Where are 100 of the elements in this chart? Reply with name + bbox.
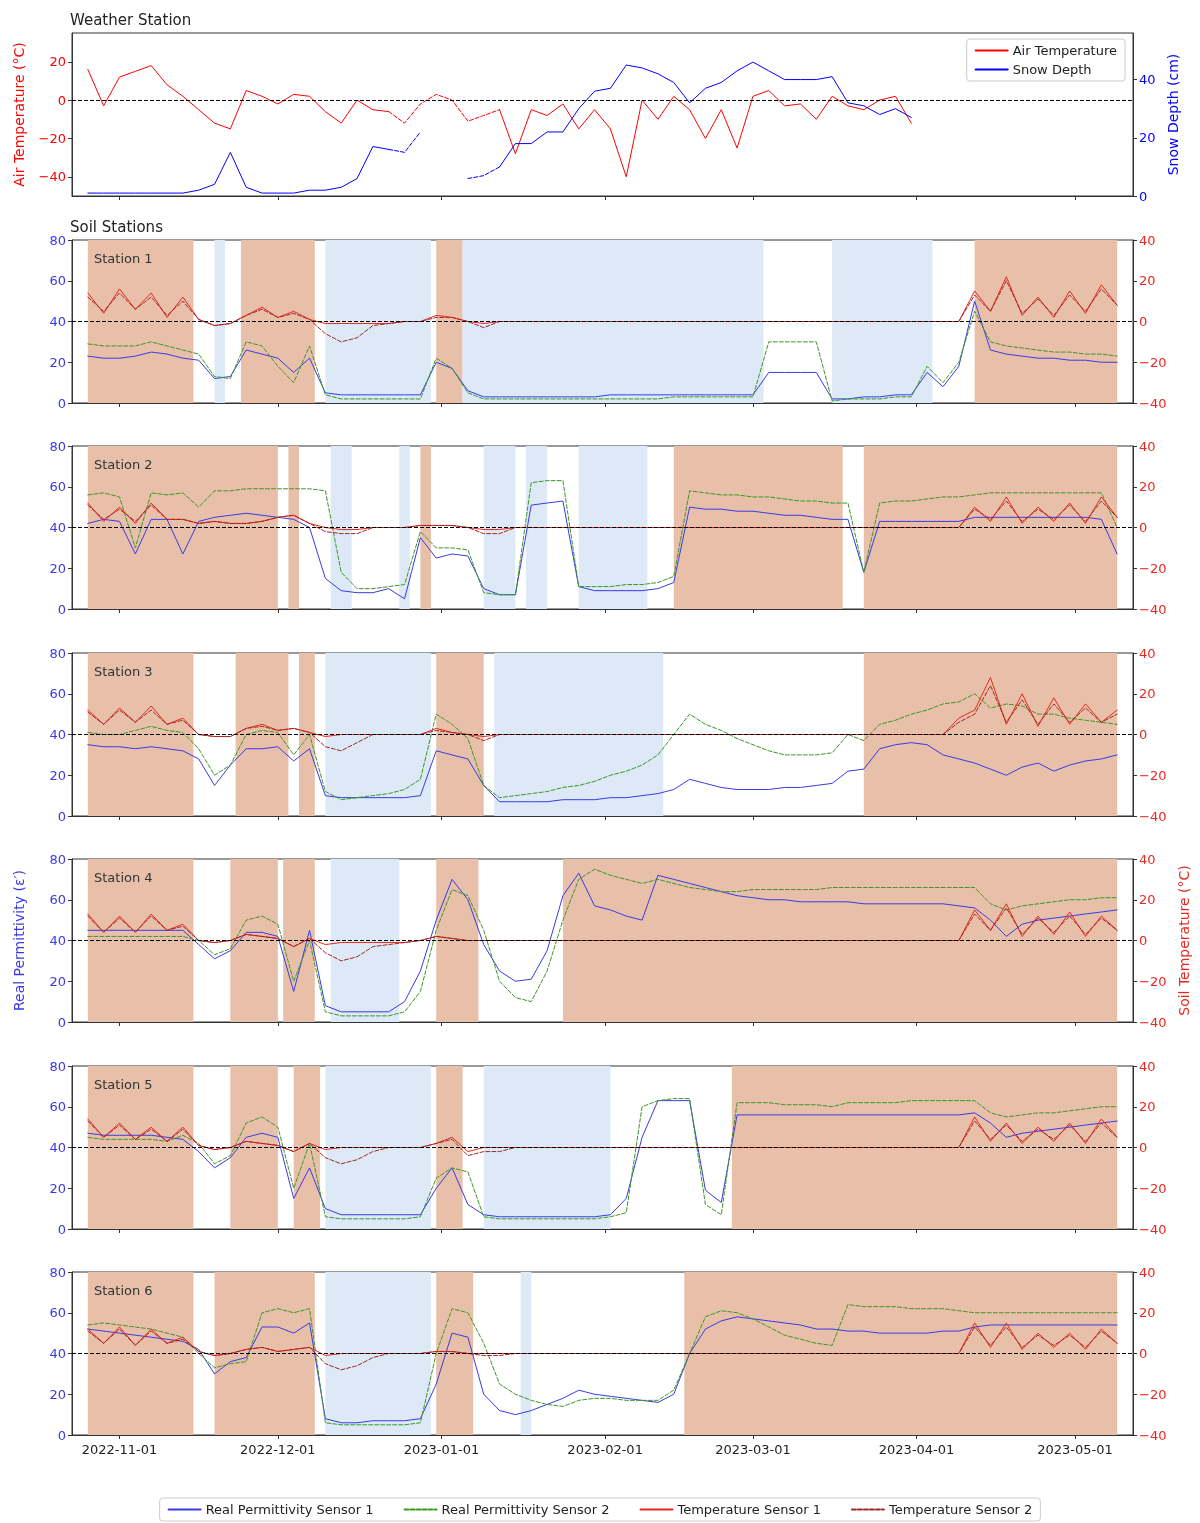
y2-tick-label: −40 [1139, 1427, 1167, 1443]
line-series [87, 1120, 1118, 1164]
chart-title: Soil Stations [70, 217, 164, 236]
y2-tick-label: 40 [1139, 438, 1156, 454]
y-tick-label: 40 [49, 933, 66, 949]
y-tick-label: 40 [49, 520, 66, 536]
y2-tick-label: 40 [1139, 72, 1156, 88]
y2-tick-label: −20 [1139, 561, 1167, 577]
annotation: Station 6 [94, 1283, 153, 1298]
legend-label: Real Permittivity Sensor 2 [441, 1502, 610, 1517]
legend-label: Snow Depth [1012, 62, 1092, 77]
legend-label: Temperature Sensor 1 [676, 1502, 821, 1517]
y2-tick-label: −20 [1139, 973, 1167, 989]
y-tick-label: 80 [49, 645, 66, 661]
y-tick-label: 20 [49, 54, 66, 70]
legend-label: Air Temperature [1012, 43, 1118, 58]
y-tick-label: 60 [49, 273, 66, 289]
chart-title: Weather Station [70, 10, 192, 29]
y-axis-title: Real Permittivity (ε′) [11, 870, 27, 1012]
y2-tick-label: 40 [1139, 232, 1156, 248]
line-series [87, 1326, 1118, 1371]
line-series [87, 684, 1118, 752]
y2-tick-label: 0 [1139, 726, 1148, 742]
y-tick-label: 80 [49, 851, 66, 867]
y2-tick-label: 20 [1139, 479, 1156, 495]
y2-tick-label: 0 [1139, 314, 1148, 329]
y-tick-label: 60 [49, 686, 66, 702]
y2-tick-label: 0 [1139, 1346, 1148, 1361]
y2-tick-label: 20 [1139, 130, 1156, 146]
y-tick-label: 80 [49, 1058, 66, 1074]
line-series [87, 741, 1118, 803]
y-tick-label: 60 [49, 479, 66, 495]
y-tick-label: 40 [49, 314, 66, 329]
y-tick-label: 60 [49, 892, 66, 908]
y-tick-label: 20 [49, 767, 66, 783]
y2-tick-label: −20 [1139, 767, 1167, 783]
y2-tick-label: 0 [1139, 933, 1148, 949]
y-tick-label: 0 [57, 808, 66, 824]
x-tick-label: 2022-12-01 [240, 1442, 316, 1457]
y2-tick-label: −20 [1139, 1386, 1167, 1402]
legend-label: Real Permittivity Sensor 1 [205, 1502, 374, 1517]
line-series [87, 907, 1118, 962]
y2-tick-label: −20 [1139, 354, 1167, 370]
y2-tick-label: −20 [1139, 1180, 1167, 1196]
y-tick-label: 0 [57, 1427, 66, 1443]
y2-tick-label: −40 [1139, 1014, 1167, 1030]
y-tick-label: 20 [49, 1180, 66, 1196]
y2-tick-label: 20 [1139, 273, 1156, 289]
y-tick-label: 80 [49, 1264, 66, 1280]
y2-tick-label: 40 [1139, 851, 1156, 867]
y2-tick-label: 0 [1139, 188, 1148, 204]
x-tick-label: 2023-04-01 [878, 1442, 955, 1457]
y2-tick-label: 20 [1139, 1305, 1156, 1321]
y2-tick-label: 20 [1139, 686, 1156, 702]
y2-tick-label: −40 [1139, 1221, 1167, 1237]
annotation: Station 3 [94, 663, 153, 679]
y-tick-label: 0 [57, 1221, 66, 1237]
y2-tick-label: −40 [1139, 808, 1167, 824]
legend-label: Temperature Sensor 2 [887, 1502, 1033, 1517]
annotation: Station 2 [94, 457, 153, 473]
y2-axis-title: Soil Temperature (°C) [1176, 865, 1193, 1016]
line-series [87, 693, 1118, 800]
y2-tick-label: −40 [1139, 395, 1167, 411]
y2-tick-label: 0 [1139, 520, 1148, 536]
annotation: Station 4 [94, 870, 153, 886]
x-tick-label: 2022-11-01 [81, 1442, 158, 1457]
y-tick-label: 40 [49, 1139, 66, 1155]
y-tick-label: 0 [57, 1014, 66, 1030]
x-tick-label: 2023-03-01 [715, 1442, 791, 1457]
y-tick-label: 60 [49, 1098, 66, 1114]
line-series [87, 480, 1118, 596]
annotation: Station 5 [94, 1076, 153, 1092]
x-tick-label: 2023-05-01 [1037, 1442, 1113, 1457]
y2-tick-label: −40 [1139, 601, 1167, 617]
line-series [388, 93, 501, 124]
y-tick-label: 0 [57, 92, 66, 108]
y-tick-label: 0 [57, 395, 66, 411]
annotation: Station 1 [94, 251, 153, 266]
y-tick-label: 80 [49, 438, 66, 454]
y2-tick-label: 40 [1139, 645, 1156, 661]
y-tick-label: 20 [49, 561, 66, 577]
line-series [87, 280, 1118, 343]
y-tick-label: −20 [38, 130, 66, 146]
y-tick-label: 20 [49, 973, 66, 989]
y-tick-label: −40 [38, 169, 66, 185]
y2-tick-label: 40 [1139, 1058, 1156, 1074]
y-tick-label: 40 [49, 1346, 66, 1361]
y2-tick-label: 20 [1139, 892, 1156, 908]
x-tick-label: 2023-01-01 [403, 1442, 480, 1457]
y-tick-label: 40 [49, 726, 66, 742]
y-tick-label: 0 [57, 601, 66, 617]
y-tick-label: 60 [49, 1305, 66, 1321]
line-series [87, 500, 1118, 600]
x-tick-label: 2023-02-01 [567, 1442, 643, 1457]
y2-axis-title: Snow Depth (cm) [1165, 53, 1182, 176]
y-tick-label: 20 [49, 354, 66, 370]
y-axis-title: Air Temperature (°C) [11, 42, 27, 187]
y-tick-label: 80 [49, 232, 66, 248]
y2-tick-label: 40 [1139, 1264, 1156, 1280]
y-tick-label: 20 [49, 1386, 66, 1402]
